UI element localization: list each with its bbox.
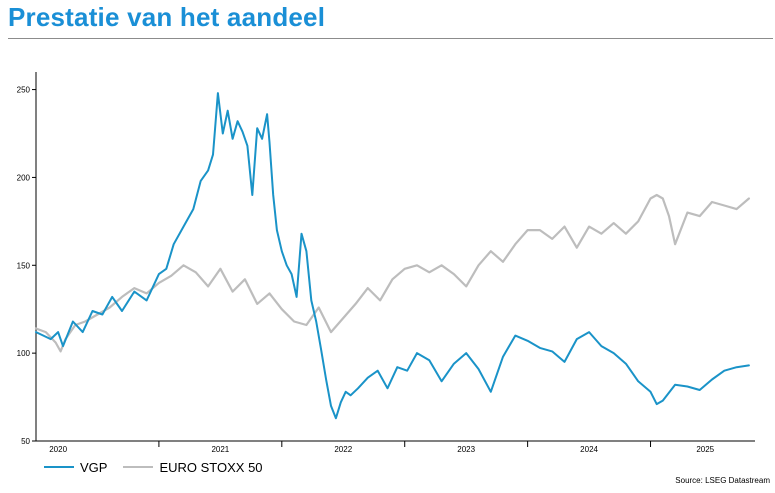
page-title: Prestatie van het aandeel bbox=[8, 2, 326, 32]
x-tick-label: 2023 bbox=[457, 445, 475, 454]
y-tick-label: 150 bbox=[17, 261, 31, 270]
y-tick-label: 50 bbox=[21, 437, 30, 446]
x-tick-label: 2024 bbox=[580, 445, 598, 454]
series-line-euro-stoxx-50 bbox=[34, 193, 751, 353]
series-line-vgp bbox=[35, 92, 750, 420]
y-tick-label: 250 bbox=[17, 86, 31, 95]
legend-item-stoxx: EURO STOXX 50 bbox=[123, 459, 263, 475]
x-tick-label: 2025 bbox=[696, 445, 714, 454]
source-note: Source: LSEG Datastream bbox=[675, 476, 770, 485]
x-tick-label: 2022 bbox=[334, 445, 352, 454]
legend-swatch-vgp bbox=[44, 466, 74, 468]
y-tick-label: 100 bbox=[17, 349, 31, 358]
x-tick-label: 2020 bbox=[49, 445, 67, 454]
legend-label-stoxx: EURO STOXX 50 bbox=[159, 459, 263, 475]
legend-item-vgp: VGP bbox=[44, 460, 107, 475]
chart-legend: VGP EURO STOXX 50 bbox=[44, 459, 263, 475]
x-tick-label: 2021 bbox=[211, 445, 229, 454]
chart-series bbox=[34, 92, 751, 420]
chart-axes: 250 200 150 100 50 2020 2021 2022 2023 2024 2025 bbox=[17, 72, 755, 454]
legend-label-vgp: VGP bbox=[80, 459, 108, 475]
legend-swatch-stoxx bbox=[123, 466, 154, 468]
y-tick-label: 200 bbox=[17, 173, 31, 182]
title-divider bbox=[8, 38, 773, 39]
